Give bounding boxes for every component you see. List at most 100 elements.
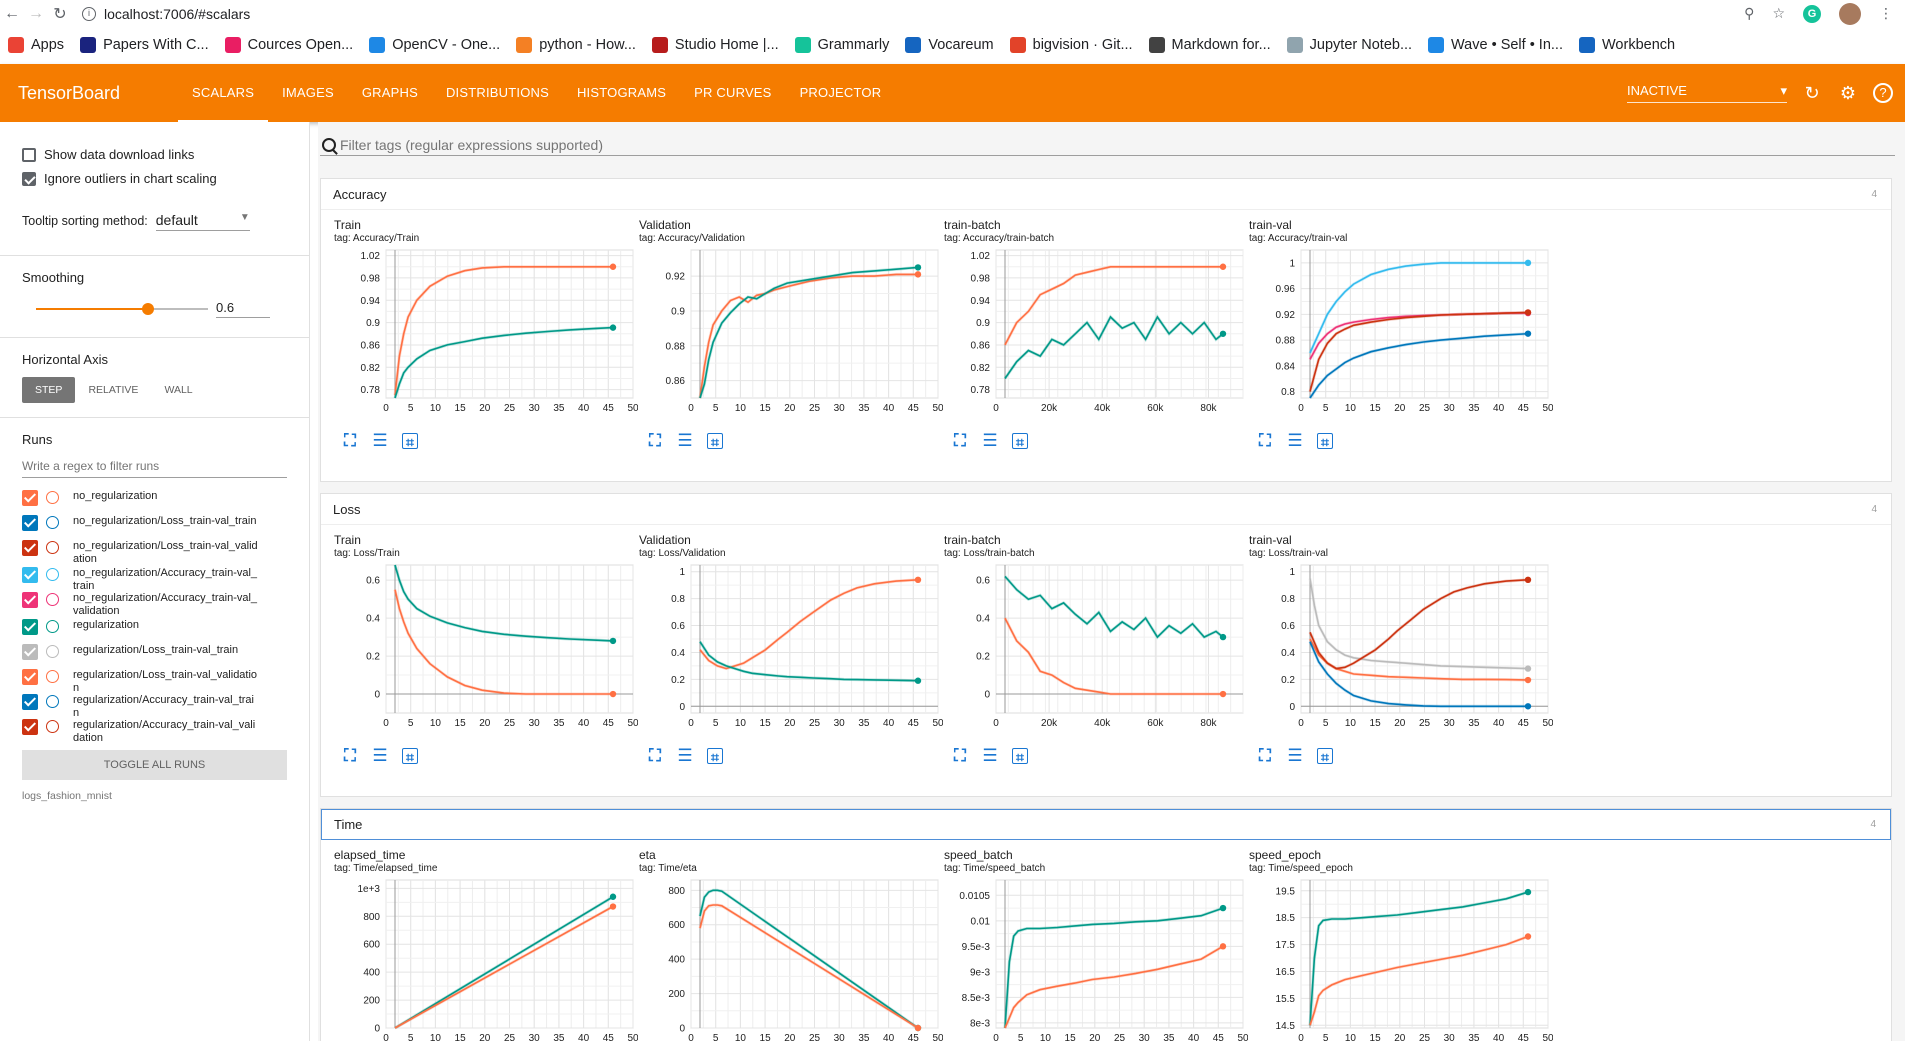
run-color-circle-icon[interactable] <box>46 541 59 554</box>
run-status-select[interactable]: INACTIVE ▾ <box>1627 83 1787 103</box>
run-color-circle-icon[interactable] <box>46 720 59 733</box>
series-line[interactable] <box>699 889 919 1029</box>
chart-plot[interactable]: 0 5 10 15 20 25 30 35 40 45 50 0.0105 0.01 9.5e-3 9e-3… <box>944 876 1248 1041</box>
run-checkbox[interactable] <box>22 644 38 660</box>
run-color-circle-icon[interactable] <box>46 516 59 529</box>
fit-domain-icon[interactable]: ⌗ <box>402 748 418 765</box>
menu-icon[interactable]: ⋮ <box>1879 5 1893 21</box>
zoom-icon[interactable]: ⚲ <box>1744 5 1755 21</box>
run-checkbox[interactable] <box>22 490 38 506</box>
log-scale-icon[interactable]: ☰ <box>372 746 388 765</box>
series-line[interactable] <box>394 896 614 1029</box>
tab-pr-curves[interactable]: PR CURVES <box>694 85 772 100</box>
bookmark-item[interactable]: Apps <box>8 37 64 53</box>
run-checkbox[interactable] <box>22 719 38 735</box>
chart-plot[interactable]: 0 5 10 15 20 25 30 35 40 45 50 1.02 0.98 0.94 0.9 0.86 0… <box>334 246 638 422</box>
category-header[interactable]: Loss 4 <box>321 494 1891 525</box>
run-checkbox[interactable] <box>22 515 38 531</box>
ignore-outliers-option[interactable]: Ignore outliers in chart scaling <box>22 168 287 189</box>
gear-icon[interactable]: ⚙ <box>1839 82 1857 103</box>
log-scale-icon[interactable]: ☰ <box>982 746 998 765</box>
bookmark-item[interactable]: Workbench <box>1579 37 1675 53</box>
series-line[interactable] <box>699 266 919 399</box>
fullscreen-icon[interactable]: ⛶ <box>954 746 966 765</box>
fit-domain-icon[interactable]: ⌗ <box>1012 748 1028 765</box>
run-item[interactable]: no_regularization/Accuracy_train-val_tra… <box>22 567 287 592</box>
chart-plot[interactable]: 0 5 10 15 20 25 30 35 40 45 50 1 0.8 0.6 0.4 0.2 0 <box>639 561 943 737</box>
run-checkbox[interactable] <box>22 619 38 635</box>
run-item[interactable]: regularization/Accuracy_train-val_valida… <box>22 719 287 746</box>
tab-distributions[interactable]: DISTRIBUTIONS <box>445 85 549 100</box>
log-scale-icon[interactable]: ☰ <box>1287 431 1303 450</box>
tab-projector[interactable]: PROJECTOR <box>799 85 882 100</box>
series-line[interactable] <box>699 904 919 1029</box>
run-checkbox[interactable] <box>22 669 38 685</box>
bookmark-item[interactable]: OpenCV - One... <box>369 37 500 53</box>
bookmark-item[interactable]: Papers With C... <box>80 37 209 53</box>
run-item[interactable]: no_regularization <box>22 490 287 515</box>
chart-plot[interactable]: 0 5 10 15 20 25 30 35 40 45 50 1e+3 800 600 400 200 0 <box>334 876 638 1041</box>
log-scale-icon[interactable]: ☰ <box>677 746 693 765</box>
forward-icon[interactable]: → <box>28 4 44 22</box>
chart-plot[interactable]: 0 5 10 15 20 25 30 35 40 45 50 0.92 0.9 0.88 0.86 <box>639 246 943 422</box>
run-color-circle-icon[interactable] <box>46 491 59 504</box>
fit-domain-icon[interactable]: ⌗ <box>1012 433 1028 450</box>
series-line[interactable] <box>394 564 614 642</box>
chart-plot[interactable]: 0 5 10 15 20 25 30 35 40 45 50 800 600 400 200 0 <box>639 876 943 1041</box>
runs-filter-input[interactable]: Write a regex to filter runs <box>22 459 287 478</box>
run-color-circle-icon[interactable] <box>46 620 59 633</box>
chart-plot[interactable]: 0 5 10 15 20 25 30 35 40 45 50 1 0.8 0.6 0.4 0.2 0 <box>1249 561 1553 737</box>
avatar[interactable] <box>1839 2 1861 25</box>
show-download-checkbox[interactable] <box>22 147 36 162</box>
series-line[interactable] <box>1309 311 1529 392</box>
chart-plot[interactable]: 0 5 10 15 20 25 30 35 40 45 50 1 0.96 0.92 0.88 0.84 0.8 <box>1249 246 1553 422</box>
series-line[interactable] <box>394 326 614 399</box>
haxis-option-step[interactable]: STEP <box>22 377 76 403</box>
fit-domain-icon[interactable]: ⌗ <box>1317 748 1333 765</box>
run-color-circle-icon[interactable] <box>46 645 59 658</box>
bookmark-item[interactable]: Cources Open... <box>224 37 353 53</box>
series-line[interactable] <box>1309 579 1529 670</box>
run-checkbox[interactable] <box>22 694 38 710</box>
chart-plot[interactable]: 0 5 10 15 20 25 30 35 40 45 50 0.6 0.4 0.2 0 <box>334 561 638 737</box>
series-line[interactable] <box>1004 575 1224 639</box>
tab-graphs[interactable]: GRAPHS <box>361 85 418 100</box>
series-line[interactable] <box>1309 891 1529 1026</box>
bookmark-item[interactable]: Studio Home |... <box>651 37 779 53</box>
run-checkbox[interactable] <box>22 540 38 556</box>
log-scale-icon[interactable]: ☰ <box>1287 746 1303 765</box>
series-line[interactable] <box>394 265 613 396</box>
smoothing-slider[interactable] <box>22 299 208 319</box>
series-line[interactable] <box>699 641 919 682</box>
fullscreen-icon[interactable]: ⛶ <box>344 431 356 450</box>
run-item[interactable]: regularization/Accuracy_train-val_train <box>22 694 287 719</box>
bookmark-item[interactable]: Grammarly <box>794 37 889 53</box>
run-color-circle-icon[interactable] <box>46 593 59 606</box>
fit-domain-icon[interactable]: ⌗ <box>402 433 418 450</box>
log-scale-icon[interactable]: ☰ <box>372 431 388 450</box>
fit-domain-icon[interactable]: ⌗ <box>707 433 723 450</box>
run-item[interactable]: regularization/Loss_train-val_train <box>22 644 287 669</box>
bookmark-star-icon[interactable]: ☆ <box>1772 5 1785 21</box>
info-icon[interactable]: i <box>82 6 96 21</box>
run-item[interactable]: regularization/Loss_train-val_validation <box>22 669 287 694</box>
tab-histograms[interactable]: HISTOGRAMS <box>576 85 667 100</box>
series-line[interactable] <box>1004 945 1224 1029</box>
tooltip-sort-select[interactable]: default ▼ <box>155 212 250 231</box>
series-line[interactable] <box>1309 332 1529 399</box>
url-field[interactable]: localhost:7006/#scalars <box>104 5 251 22</box>
fit-domain-icon[interactable]: ⌗ <box>707 748 723 765</box>
tab-images[interactable]: IMAGES <box>282 85 334 100</box>
fullscreen-icon[interactable]: ⛶ <box>954 431 966 450</box>
run-checkbox[interactable] <box>22 567 38 583</box>
help-icon[interactable]: ? <box>1873 83 1893 103</box>
run-color-circle-icon[interactable] <box>46 670 59 683</box>
tab-scalars[interactable]: SCALARS <box>178 64 269 122</box>
series-line[interactable] <box>1004 315 1224 379</box>
chart-plot[interactable]: 0 20k 40k 60k 80k 1.02 0.98 0.94 0.9 0.86 0.82 0.78 <box>944 246 1248 422</box>
chart-plot[interactable]: 0 5 10 15 20 25 30 35 40 45 50 19.5 18.5 17.5 16.5 15.5… <box>1249 876 1553 1041</box>
reload-icon[interactable]: ↻ <box>53 5 67 23</box>
smoothing-input[interactable]: 0.6 <box>216 300 270 318</box>
fullscreen-icon[interactable]: ⛶ <box>649 431 661 450</box>
chart-plot[interactable]: 0 20k 40k 60k 80k 0.6 0.4 0.2 0 <box>944 561 1248 737</box>
